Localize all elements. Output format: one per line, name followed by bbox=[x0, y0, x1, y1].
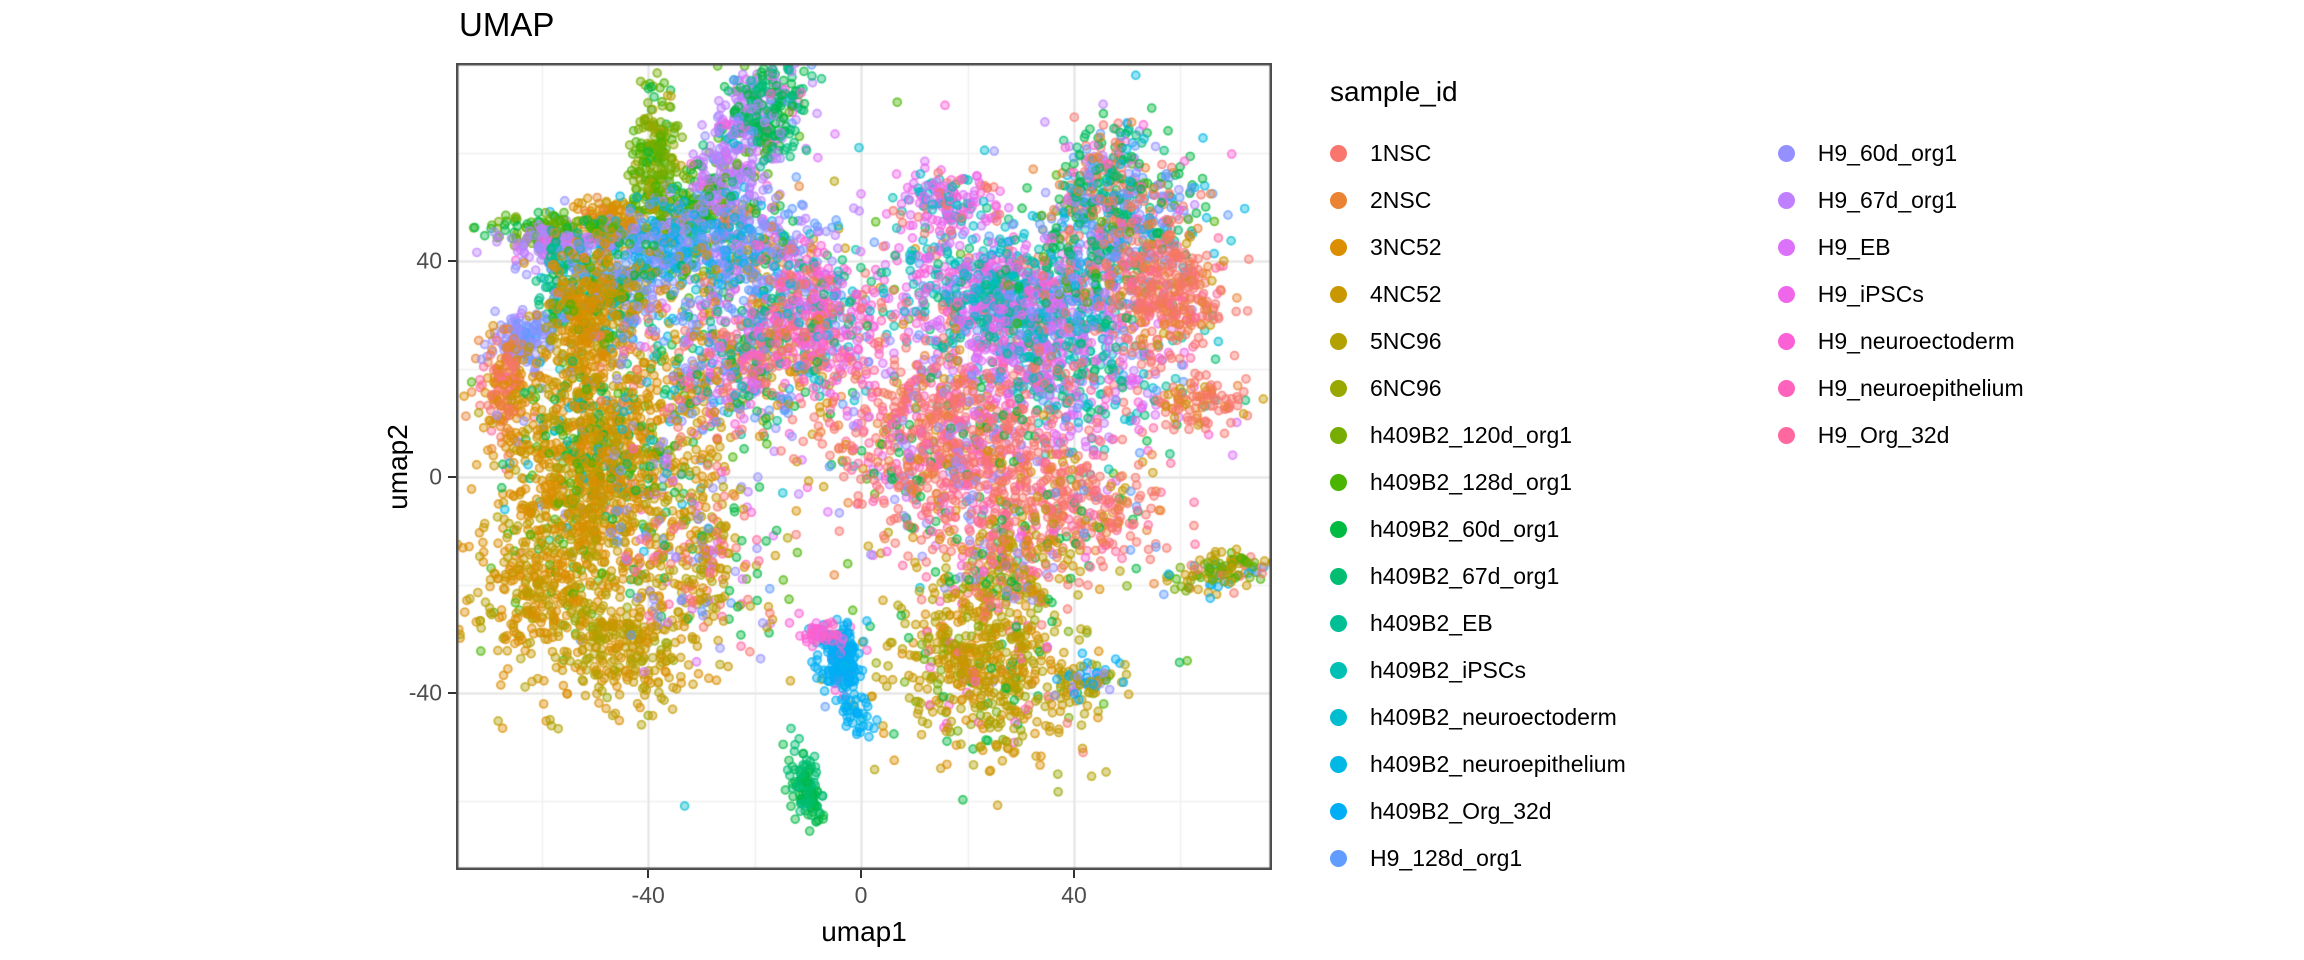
legend-label: H9_128d_org1 bbox=[1370, 845, 1523, 871]
legend-item: H9_Org_32d bbox=[1777, 412, 2024, 459]
legend-item: 5NC96 bbox=[1330, 318, 1626, 365]
x-tick-mark bbox=[1072, 870, 1075, 878]
legend-column-2: H9_60d_org1 H9_67d_org1 H9_EB H9_iPSCs H9_ne… bbox=[1777, 130, 2024, 459]
x-tick-label: -40 bbox=[631, 882, 665, 908]
legend-item: 3NC52 bbox=[1330, 224, 1626, 271]
legend-key-dot bbox=[1330, 850, 1347, 867]
legend-key-dot bbox=[1777, 239, 1795, 256]
legend-item: 1NSC bbox=[1330, 130, 1626, 177]
legend-key-dot bbox=[1330, 709, 1347, 726]
legend-label: 5NC96 bbox=[1370, 328, 1442, 354]
y-axis-title: umap2 bbox=[382, 424, 413, 510]
legend-label: h409B2_iPSCs bbox=[1370, 657, 1526, 683]
legend-label: h409B2_128d_org1 bbox=[1370, 469, 1573, 495]
legend-item: h409B2_128d_org1 bbox=[1330, 459, 1626, 506]
y-tick-mark bbox=[448, 260, 456, 263]
legend-label: H9_67d_org1 bbox=[1817, 187, 1958, 213]
legend-key-dot bbox=[1330, 380, 1347, 397]
legend-label: h409B2_neuroectoderm bbox=[1370, 704, 1617, 730]
y-tick-label: -40 bbox=[408, 679, 442, 706]
legend-label: h409B2_Org_32d bbox=[1370, 798, 1552, 824]
legend-key-dot bbox=[1330, 521, 1347, 538]
legend-item: H9_neuroectoderm bbox=[1777, 318, 2024, 365]
legend: sample_id 1NSC 2NSC 3NC52 4NC52 5NC96 6NC96 h4… bbox=[1330, 76, 2024, 882]
legend-label: h409B2_neuroepithelium bbox=[1370, 751, 1626, 777]
legend-item: H9_67d_org1 bbox=[1777, 177, 2024, 224]
legend-label: h409B2_60d_org1 bbox=[1370, 516, 1560, 542]
legend-label: h409B2_EB bbox=[1370, 610, 1493, 636]
legend-label: 2NSC bbox=[1370, 187, 1432, 213]
legend-key-dot bbox=[1330, 145, 1347, 162]
legend-columns: 1NSC 2NSC 3NC52 4NC52 5NC96 6NC96 h409B2_120d_… bbox=[1330, 130, 2024, 882]
legend-key-dot bbox=[1777, 286, 1795, 303]
legend-item: 4NC52 bbox=[1330, 271, 1626, 318]
legend-item: h409B2_120d_org1 bbox=[1330, 412, 1626, 459]
legend-label: H9_neuroectoderm bbox=[1817, 328, 2015, 354]
y-tick-label: 40 bbox=[416, 247, 442, 274]
x-tick-mark bbox=[860, 870, 863, 878]
legend-key-dot bbox=[1330, 192, 1347, 209]
legend-label: 4NC52 bbox=[1370, 281, 1442, 307]
legend-key-dot bbox=[1330, 333, 1347, 350]
legend-key-dot bbox=[1330, 756, 1347, 773]
legend-item: H9_128d_org1 bbox=[1330, 835, 1626, 882]
legend-key-dot bbox=[1330, 803, 1347, 820]
legend-title: sample_id bbox=[1330, 76, 1458, 107]
legend-label: 1NSC bbox=[1370, 140, 1432, 166]
legend-item: h409B2_neuroepithelium bbox=[1330, 741, 1626, 788]
legend-item: h409B2_67d_org1 bbox=[1330, 553, 1626, 600]
legend-item: 6NC96 bbox=[1330, 365, 1626, 412]
legend-label: h409B2_67d_org1 bbox=[1370, 563, 1560, 589]
legend-item: h409B2_Org_32d bbox=[1330, 788, 1626, 835]
legend-label: H9_neuroepithelium bbox=[1817, 375, 2024, 401]
legend-key-dot bbox=[1330, 239, 1347, 256]
plot-panel bbox=[456, 63, 1272, 870]
legend-key-dot bbox=[1330, 662, 1347, 679]
legend-key-dot bbox=[1777, 333, 1795, 350]
legend-item: h409B2_neuroectoderm bbox=[1330, 694, 1626, 741]
x-axis-title: umap1 bbox=[821, 916, 907, 947]
legend-label: H9_Org_32d bbox=[1817, 422, 1950, 448]
x-tick-label: 0 bbox=[854, 882, 868, 908]
legend-label: H9_iPSCs bbox=[1817, 281, 1924, 307]
legend-key-dot bbox=[1330, 568, 1347, 585]
legend-item: H9_60d_org1 bbox=[1777, 130, 2024, 177]
legend-key-dot bbox=[1777, 380, 1795, 397]
legend-label: 6NC96 bbox=[1370, 375, 1442, 401]
legend-key-dot bbox=[1777, 192, 1795, 209]
legend-item: h409B2_EB bbox=[1330, 600, 1626, 647]
legend-label: H9_60d_org1 bbox=[1817, 140, 1958, 166]
legend-key-dot bbox=[1330, 427, 1347, 444]
legend-key-dot bbox=[1777, 145, 1795, 162]
legend-item: h409B2_iPSCs bbox=[1330, 647, 1626, 694]
legend-item: H9_iPSCs bbox=[1777, 271, 2024, 318]
legend-item: 2NSC bbox=[1330, 177, 1626, 224]
plot-title: UMAP bbox=[459, 6, 555, 43]
x-tick-label: 40 bbox=[1061, 882, 1087, 908]
legend-item: h409B2_60d_org1 bbox=[1330, 506, 1626, 553]
legend-label: H9_EB bbox=[1817, 234, 1891, 260]
legend-column-1: 1NSC 2NSC 3NC52 4NC52 5NC96 6NC96 h409B2_120d_… bbox=[1330, 130, 1626, 882]
legend-key-dot bbox=[1330, 474, 1347, 491]
legend-key-dot bbox=[1330, 615, 1347, 632]
legend-item: H9_neuroepithelium bbox=[1777, 365, 2024, 412]
legend-item: H9_EB bbox=[1777, 224, 2024, 271]
legend-label: 3NC52 bbox=[1370, 234, 1442, 260]
legend-label: h409B2_120d_org1 bbox=[1370, 422, 1573, 448]
legend-key-dot bbox=[1330, 286, 1347, 303]
y-tick-mark bbox=[448, 691, 456, 694]
legend-key-dot bbox=[1777, 427, 1795, 444]
y-tick-label: 0 bbox=[429, 463, 442, 490]
y-tick-mark bbox=[448, 476, 456, 479]
x-tick-mark bbox=[647, 870, 650, 878]
